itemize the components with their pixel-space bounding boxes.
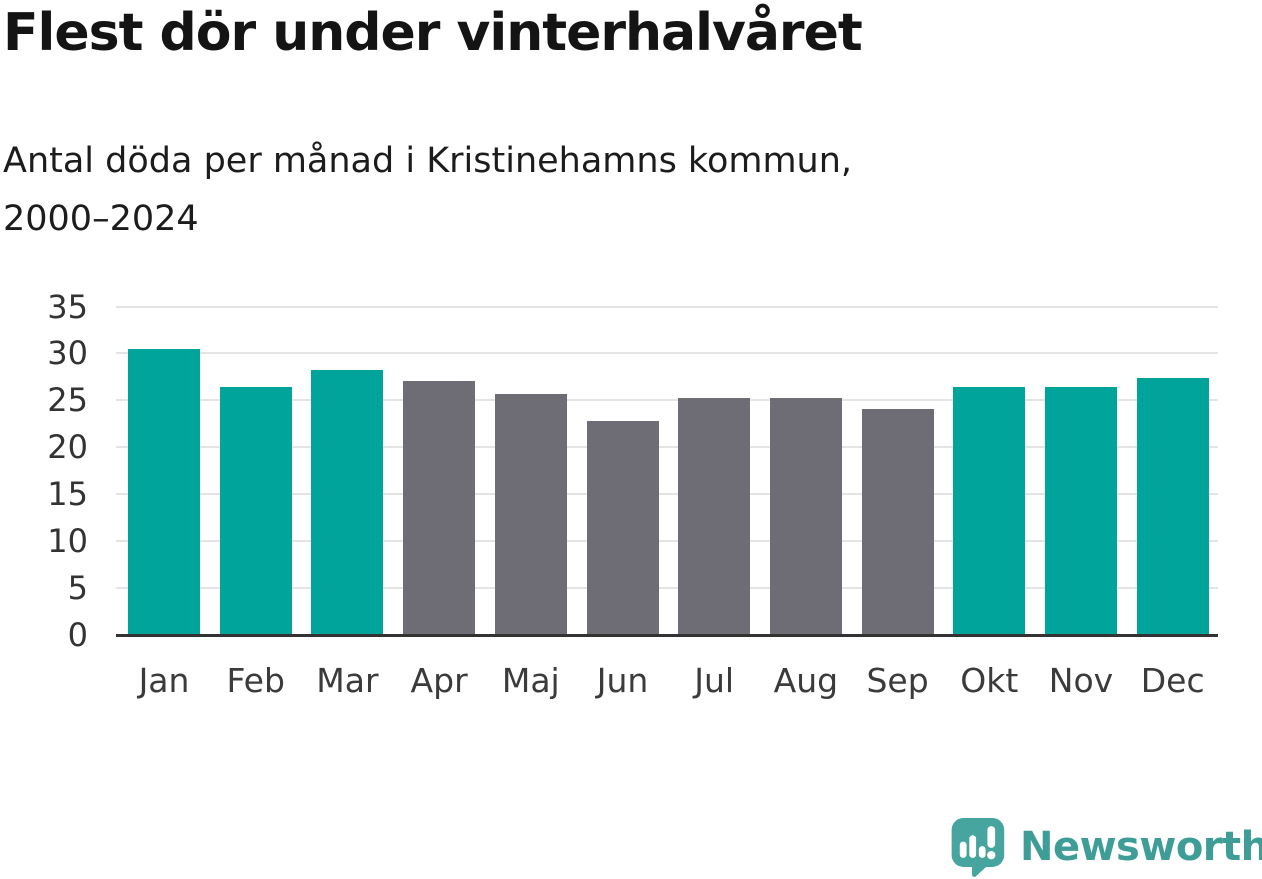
x-axis-tick-mar: Mar xyxy=(316,661,379,700)
bar-sep xyxy=(861,408,934,635)
bar-jun xyxy=(586,421,659,635)
bar-maj xyxy=(494,393,567,635)
gridline-y-30 xyxy=(116,352,1218,355)
gridline-y-25 xyxy=(116,399,1218,402)
bar-mar xyxy=(311,370,384,635)
bar-aug xyxy=(769,398,842,635)
y-axis-tick-20: 20 xyxy=(47,428,88,467)
x-axis-tick-sep: Sep xyxy=(866,661,929,700)
x-axis-tick-jul: Jul xyxy=(694,661,735,700)
bar-okt xyxy=(953,387,1026,635)
bar-dec xyxy=(1136,377,1209,635)
newsworthy-logo: Newsworthy xyxy=(948,816,1262,878)
x-axis-tick-okt: Okt xyxy=(960,661,1019,700)
y-axis-tick-25: 25 xyxy=(47,381,88,420)
bar-feb xyxy=(219,387,292,635)
x-axis-tick-maj: Maj xyxy=(501,661,560,700)
y-axis-tick-5: 5 xyxy=(67,569,88,608)
y-axis-tick-0: 0 xyxy=(67,616,88,654)
x-axis-tick-feb: Feb xyxy=(226,661,285,700)
x-axis-tick-apr: Apr xyxy=(410,661,468,700)
x-axis-tick-nov: Nov xyxy=(1048,661,1114,700)
bar-jan xyxy=(128,348,200,635)
y-axis-tick-30: 30 xyxy=(47,334,88,373)
x-axis-tick-jan: Jan xyxy=(138,661,190,700)
bar-jul xyxy=(678,398,751,635)
x-axis-line xyxy=(116,633,1218,637)
chart-subtitle: Antal döda per månad i Kristinehamns kom… xyxy=(3,132,852,248)
chart-subtitle-line1: Antal döda per månad i Kristinehamns kom… xyxy=(3,141,853,181)
chart-title: Flest dör under vinterhalvåret xyxy=(3,3,863,63)
bar-apr xyxy=(403,380,476,635)
x-axis-tick-aug: Aug xyxy=(773,661,839,700)
gridline-y-10 xyxy=(116,540,1218,543)
gridline-y-15 xyxy=(116,493,1218,496)
gridline-y-5 xyxy=(116,587,1218,590)
y-axis-tick-15: 15 xyxy=(47,475,88,514)
newsworthy-wordmark: Newsworthy xyxy=(1020,824,1262,870)
y-axis-tick-35: 35 xyxy=(47,287,88,326)
x-axis-tick-dec: Dec xyxy=(1140,661,1205,700)
newsworthy-chart-bubble-icon xyxy=(951,818,1005,877)
gridline-y-20 xyxy=(116,446,1218,449)
gridline-y-35 xyxy=(116,305,1218,308)
x-axis-tick-jun: Jun xyxy=(596,661,649,700)
bar-nov xyxy=(1045,387,1117,635)
chart-subtitle-line2: 2000–2024 xyxy=(3,199,199,239)
y-axis-tick-10: 10 xyxy=(47,522,88,561)
